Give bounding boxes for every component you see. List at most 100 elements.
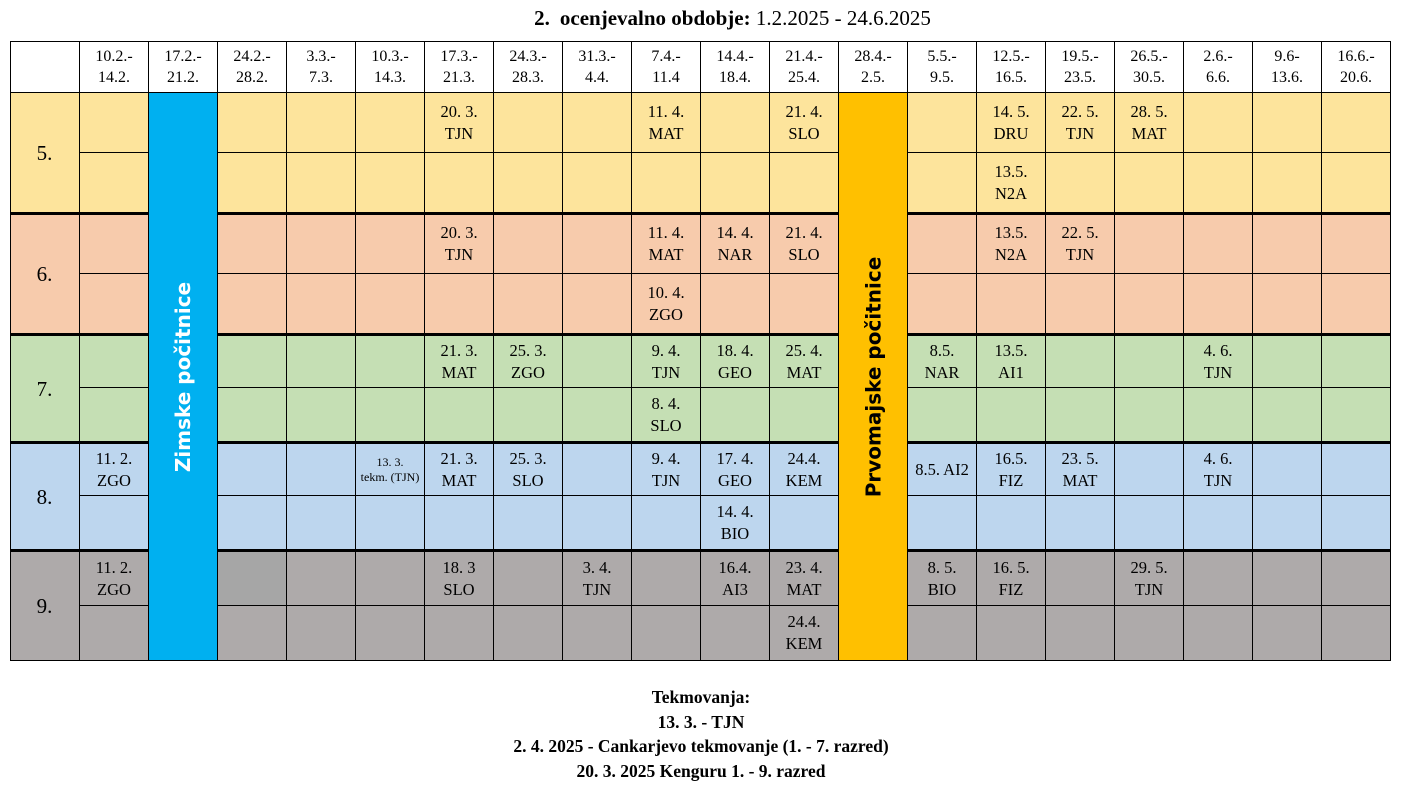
exam-entry: 9. 4. TJN [632, 442, 701, 496]
schedule-cell [1184, 550, 1253, 606]
schedule-cell [1046, 550, 1115, 606]
schedule-cell [218, 606, 287, 661]
schedule-cell [563, 606, 632, 661]
schedule-cell [701, 606, 770, 661]
mayday-vacation-label: Prvomajske počitnice [861, 256, 885, 498]
exam-entry: 24.4. KEM [770, 606, 839, 661]
schedule-cell [701, 388, 770, 442]
exam-entry: 23. 4. MAT [770, 550, 839, 606]
week-header: 31.3.- 4.4. [563, 41, 632, 93]
schedule-cell [80, 93, 149, 153]
schedule-cell [218, 93, 287, 153]
schedule-cell [908, 274, 977, 334]
schedule-cell [80, 496, 149, 550]
exam-entry: 21. 4. SLO [770, 93, 839, 153]
exam-entry: 29. 5. TJN [1115, 550, 1184, 606]
schedule-cell [1322, 606, 1391, 661]
exam-entry: 22. 5. TJN [1046, 93, 1115, 153]
schedule-cell [425, 606, 494, 661]
grade-label: 5. [10, 93, 80, 213]
schedule-cell [494, 606, 563, 661]
schedule-cell [287, 93, 356, 153]
schedule-cell [701, 274, 770, 334]
schedule-cell [701, 153, 770, 213]
exam-entry: 25. 3. ZGO [494, 334, 563, 388]
schedule-cell [218, 213, 287, 274]
schedule-table: 10.2.- 14.2. 17.2.- 21.2. 24.2.- 28.2. 3.3.… [10, 41, 1391, 661]
schedule-cell [287, 442, 356, 496]
week-header: 14.4.- 18.4. [701, 41, 770, 93]
schedule-cell [563, 334, 632, 388]
schedule-cell [1046, 274, 1115, 334]
schedule-cell [80, 606, 149, 661]
exam-entry: 8. 5. BIO [908, 550, 977, 606]
schedule-cell [563, 93, 632, 153]
grade-label: 9. [10, 550, 80, 661]
schedule-cell [1184, 606, 1253, 661]
schedule-cell [770, 388, 839, 442]
schedule-cell [977, 388, 1046, 442]
schedule-cell [1046, 153, 1115, 213]
exam-entry: 10. 4. ZGO [632, 274, 701, 334]
exam-entry: 23. 5. MAT [1046, 442, 1115, 496]
schedule-cell [1253, 442, 1322, 496]
schedule-cell [494, 496, 563, 550]
schedule-cell [425, 274, 494, 334]
exam-entry: 8.5. NAR [908, 334, 977, 388]
header-corner [10, 41, 80, 93]
exam-entry: 21. 3. MAT [425, 334, 494, 388]
schedule-cell [1115, 442, 1184, 496]
winter-vacation-label: Zimske počitnice [171, 281, 196, 473]
exam-entry: 13. 3. tekm. (TJN) [356, 442, 425, 496]
schedule-cell [1115, 153, 1184, 213]
exam-entry: 13.5. N2A [977, 213, 1046, 274]
schedule-cell [287, 606, 356, 661]
exam-entry: 14. 5. DRU [977, 93, 1046, 153]
week-header: 10.2.- 14.2. [80, 41, 149, 93]
schedule-cell [1115, 274, 1184, 334]
schedule-cell [218, 442, 287, 496]
competitions-section: Tekmovanja: 13. 3. - TJN 2. 4. 2025 - Ca… [0, 685, 1402, 783]
schedule-cell [632, 606, 701, 661]
schedule-cell [1322, 153, 1391, 213]
exam-entry: 4. 6. TJN [1184, 442, 1253, 496]
schedule-cell [908, 496, 977, 550]
week-header: 5.5.- 9.5. [908, 41, 977, 93]
exam-entry: 25. 3. SLO [494, 442, 563, 496]
week-header: 21.4.- 25.4. [770, 41, 839, 93]
schedule-cell [1184, 274, 1253, 334]
week-header: 24.3.- 28.3. [494, 41, 563, 93]
week-header: 17.2.- 21.2. [149, 41, 218, 93]
schedule-cell [494, 274, 563, 334]
schedule-cell [356, 334, 425, 388]
schedule-cell [1322, 334, 1391, 388]
schedule-cell [287, 496, 356, 550]
schedule-cell [1253, 606, 1322, 661]
exam-entry: 8. 4. SLO [632, 388, 701, 442]
competitions-heading: Tekmovanja: [651, 687, 751, 707]
schedule-cell [1115, 496, 1184, 550]
schedule-cell [908, 93, 977, 153]
week-header: 19.5.- 23.5. [1046, 41, 1115, 93]
schedule-cell [287, 213, 356, 274]
exam-entry: 20. 3. TJN [425, 93, 494, 153]
schedule-cell [287, 550, 356, 606]
period-number: 2. [534, 6, 550, 30]
exam-entry: 16.5. FIZ [977, 442, 1046, 496]
schedule-cell [356, 606, 425, 661]
schedule-cell [1115, 334, 1184, 388]
schedule-cell [770, 274, 839, 334]
period-range: 1.2.2025 - 24.6.2025 [755, 6, 931, 30]
schedule-cell [356, 93, 425, 153]
schedule-cell [1253, 388, 1322, 442]
exam-entry: 13.5. AI1 [977, 334, 1046, 388]
schedule-cell [632, 496, 701, 550]
exam-entry: 11. 2. ZGO [80, 442, 149, 496]
schedule-cell [218, 496, 287, 550]
schedule-cell [1046, 388, 1115, 442]
schedule-cell [908, 388, 977, 442]
schedule-cell [1046, 334, 1115, 388]
schedule-cell [1322, 213, 1391, 274]
week-header: 24.2.- 28.2. [218, 41, 287, 93]
schedule-cell [563, 153, 632, 213]
